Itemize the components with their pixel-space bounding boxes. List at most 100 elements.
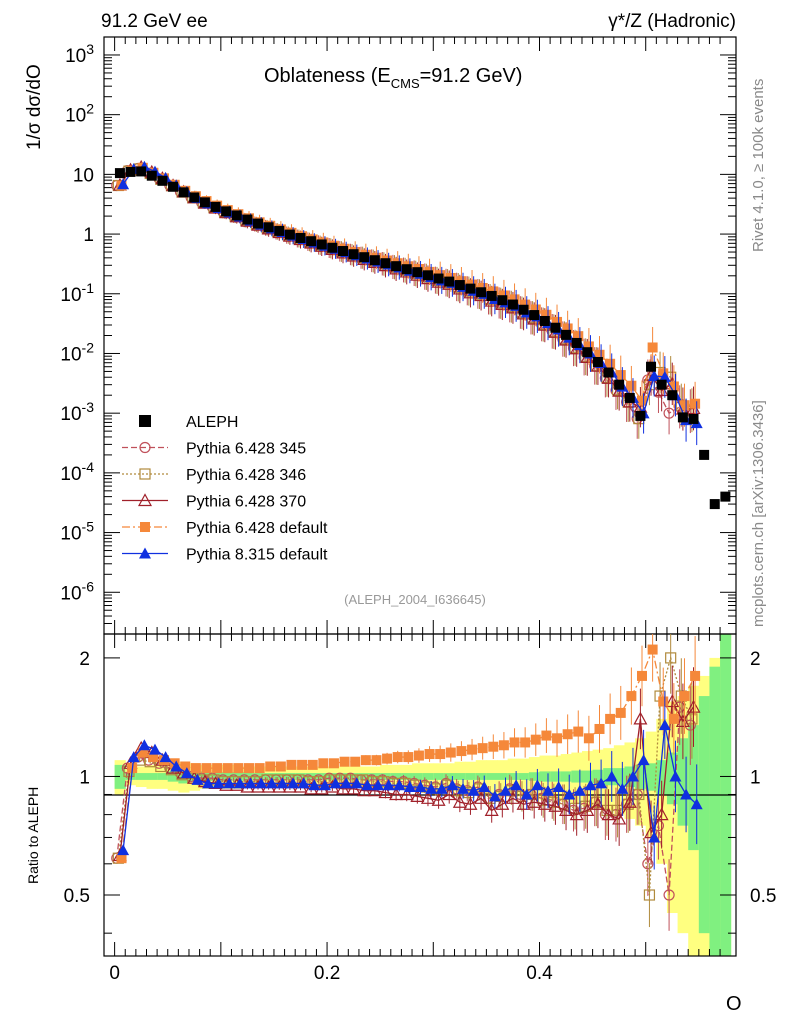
ratio-band-green [210,772,222,781]
ratio-band-green [454,773,466,780]
ratio-point-p370 [452,794,467,808]
point-aleph [444,276,455,287]
ratio-point-p6def [201,763,212,774]
ratio-band-green [486,773,498,780]
point-aleph [497,295,508,306]
ratio-band-green [560,771,572,782]
ratio-band-green [677,738,689,826]
ratio-point-p6def [658,696,669,707]
ratio-point-p6def [297,759,308,770]
point-aleph [178,187,189,198]
point-aleph [699,449,710,460]
ratio-point-p6def [222,763,233,774]
y-axis-label: 1/σ dσ/dO [24,64,45,150]
ratio-point-p6def [520,737,531,748]
point-p6def [605,358,616,369]
point-aleph [369,255,380,266]
point-p6def [679,400,690,411]
ratio-band-green [539,771,551,782]
legend-label-ALEPH: ALEPH [186,414,238,431]
y-tick-label: 10-2 [60,339,94,365]
point-aleph [518,304,529,315]
ratio-point-p370 [612,811,627,825]
point-aleph [422,270,433,281]
ratio-band-green [412,773,424,780]
ratio-band-green [518,773,530,780]
y-tick-label: 10-3 [60,399,94,425]
ratio-point-p6def [562,729,573,740]
ratio-point-p370 [580,803,595,816]
ratio-point-p6def [137,747,148,758]
ratio-point-p8def [690,798,703,810]
ratio-point-p8def [138,739,151,751]
ratio-point-p6def [233,763,244,774]
x-tick-label: 0.4 [526,963,553,984]
header-right: γ*/Z (Hadronic) [608,11,736,32]
ratio-point-p6def [424,749,435,760]
point-aleph [571,337,582,348]
x-axis-label: O [726,993,742,1015]
y-tick-label: 10-1 [60,280,94,306]
ratio-band-green [390,773,402,780]
ratio-band-green [348,773,360,780]
ratio-band-green [592,769,604,784]
ratio-point-p6def [318,758,329,769]
chart-title: Oblateness (ECMS=91.2 GeV) [264,65,522,91]
legend: ALEPH Pythia 6.428 345 Pythia 6.428 346 Pyt… [122,414,328,564]
ratio-point-p6def [488,741,499,752]
ratio-point-p6def [360,755,371,766]
ratio-point-p8def [276,777,289,789]
point-p6def [509,294,520,305]
ratio-point-p6def [212,763,223,774]
ratio-y-axis-label: Ratio to ALEPH [25,787,41,884]
point-p6def [541,309,552,320]
ratio-band-green [497,773,509,780]
point-p6def [520,299,531,310]
ratio-point-p8def [531,779,544,791]
ratio-band-green [337,773,349,780]
ratio-band-green [433,773,445,780]
point-p8def [658,370,671,382]
analysis-tag: (ALEPH_2004_I636645) [344,592,486,607]
ratio-band-green [327,773,339,780]
point-aleph [709,499,720,510]
ratio-band-green [114,764,126,789]
ratio-band-green [135,773,147,780]
ratio-point-p8def [350,777,363,789]
ratio-band-green [465,773,477,780]
axes: 10-6 10-5 10-4 10-3 10-2 10-1 1 10 102 103 0 0.2 0.4… [60,36,776,984]
ratio-point-p370 [463,796,478,810]
ratio-band-green [157,773,169,780]
ratio-point-p8def [329,777,342,789]
ratio-band-green [581,770,594,783]
ratio-point-p8def [361,779,374,791]
legend-marker-p8def [139,547,151,559]
ratio-band-yellow [666,701,679,914]
x-tick-label: 0 [109,963,120,984]
point-p6def [647,342,658,353]
ratio-point-p370 [665,694,680,708]
ratio-point-p8def [520,788,533,800]
ratio-point-p6def [477,743,488,754]
ratio-point-p8def [478,781,491,793]
ratio-point-p370 [484,803,499,816]
ratio-point-p6def [339,756,350,767]
ratio-point-p8def [605,770,618,782]
ratio-point-p8def [233,777,246,789]
point-p6def [636,395,647,406]
ratio-tick-label-right: 0.5 [750,886,776,907]
ratio-band-green [688,725,700,851]
point-aleph [454,280,465,291]
ratio-point-p8def [658,719,671,731]
ratio-point-p8def [287,777,300,789]
ratio-point-p8def [340,777,353,789]
ratio-point-p6def [190,763,201,774]
ratio-point-p346 [601,804,613,816]
ratio-point-p6def [243,763,254,774]
ratio-point-p370 [420,791,435,804]
ratio-point-p8def [446,779,459,791]
ratio-point-p8def [457,782,470,794]
ratio-point-p8def [255,777,268,789]
ratio-band-green [443,773,456,780]
ratio-point-p6def [615,707,626,718]
